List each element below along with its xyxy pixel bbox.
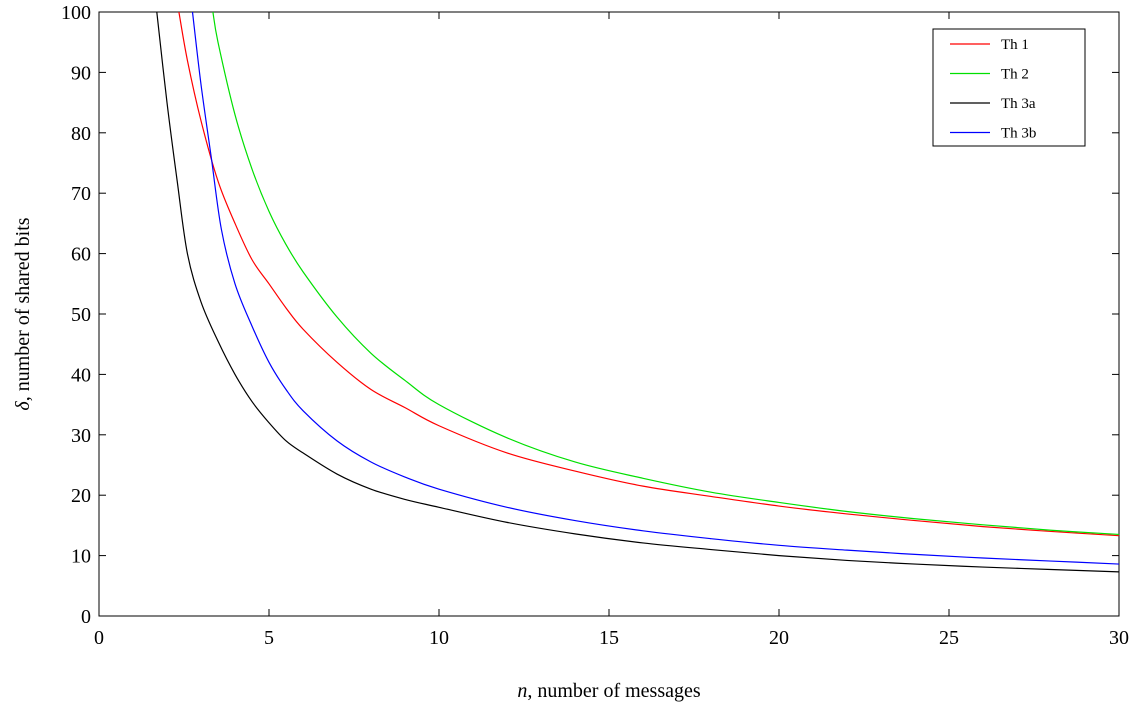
- y-axis-label-text: , number of shared bits: [12, 217, 34, 401]
- legend-label-th-2: Th 2: [1001, 67, 1029, 83]
- y-axis-label: δ, number of shared bits: [12, 217, 34, 410]
- y-axis-variable: δ: [12, 401, 34, 411]
- y-tick-label: 0: [81, 606, 91, 628]
- y-tick-label: 50: [71, 304, 91, 326]
- series-line-th-3a: [156, 12, 1119, 573]
- axis-ticks: 0 5 10 15 20 25 30 0 10 20 30 40 50 60 70 80 90 100: [61, 2, 1129, 649]
- x-tick-label: 15: [599, 627, 619, 649]
- legend-label-th-3a: Th 3a: [1001, 96, 1036, 112]
- x-tick-label: 20: [769, 627, 789, 649]
- x-tick-label: 25: [939, 627, 959, 649]
- y-tick-label: 40: [71, 364, 91, 386]
- y-tick-label: 10: [71, 546, 91, 568]
- series-line-th-2: [212, 12, 1119, 536]
- x-tick-label: 10: [429, 627, 449, 649]
- x-tick-label: 5: [264, 627, 274, 649]
- x-axis-variable: n: [517, 680, 527, 702]
- y-tick-label: 90: [71, 62, 91, 84]
- y-tick-label: 30: [71, 425, 91, 447]
- x-tick-label: 0: [94, 627, 104, 649]
- legend-box: [932, 28, 1086, 147]
- x-axis-label-text: , number of messages: [527, 680, 701, 702]
- y-tick-label: 20: [71, 485, 91, 507]
- legend: Th 1 Th 2 Th 3a Th 3b: [932, 28, 1086, 147]
- series-line-th-1: [178, 12, 1119, 537]
- series-line-th-3b: [191, 12, 1119, 565]
- legend-label-th-1: Th 1: [1001, 37, 1029, 53]
- x-tick-label: 30: [1109, 627, 1129, 649]
- legend-label-th-3b: Th 3b: [1001, 126, 1036, 142]
- x-axis-label: n, number of messages: [517, 680, 701, 702]
- y-tick-label: 80: [71, 123, 91, 145]
- series-lines: [156, 12, 1119, 573]
- y-tick-label: 100: [61, 2, 91, 24]
- y-tick-label: 70: [71, 183, 91, 205]
- y-tick-label: 60: [71, 244, 91, 266]
